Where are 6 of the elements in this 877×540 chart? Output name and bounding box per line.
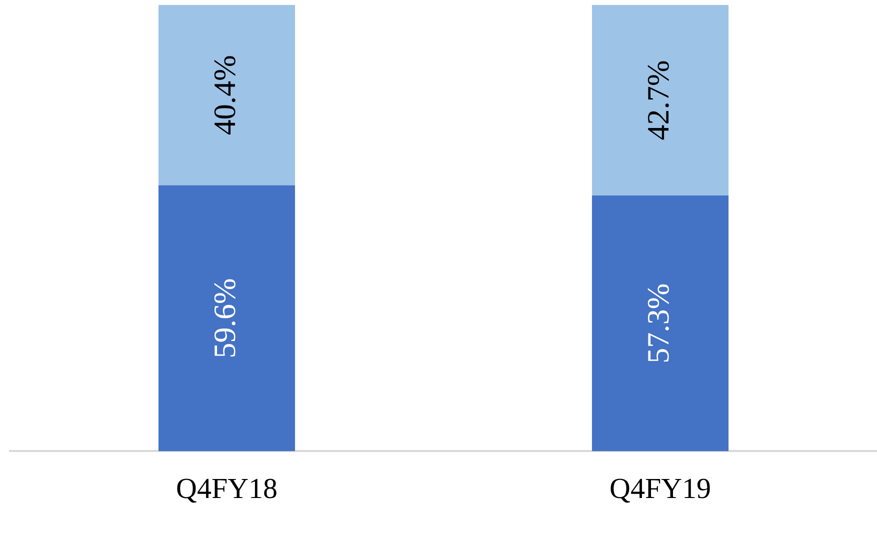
data-label: 57.3% bbox=[640, 283, 676, 364]
x-tick-label: Q4FY18 bbox=[176, 473, 278, 506]
data-label: 40.4% bbox=[206, 55, 242, 136]
data-label: 59.6% bbox=[206, 278, 242, 358]
x-tick-label: Q4FY19 bbox=[609, 473, 712, 506]
data-label: 42.7% bbox=[640, 60, 676, 140]
